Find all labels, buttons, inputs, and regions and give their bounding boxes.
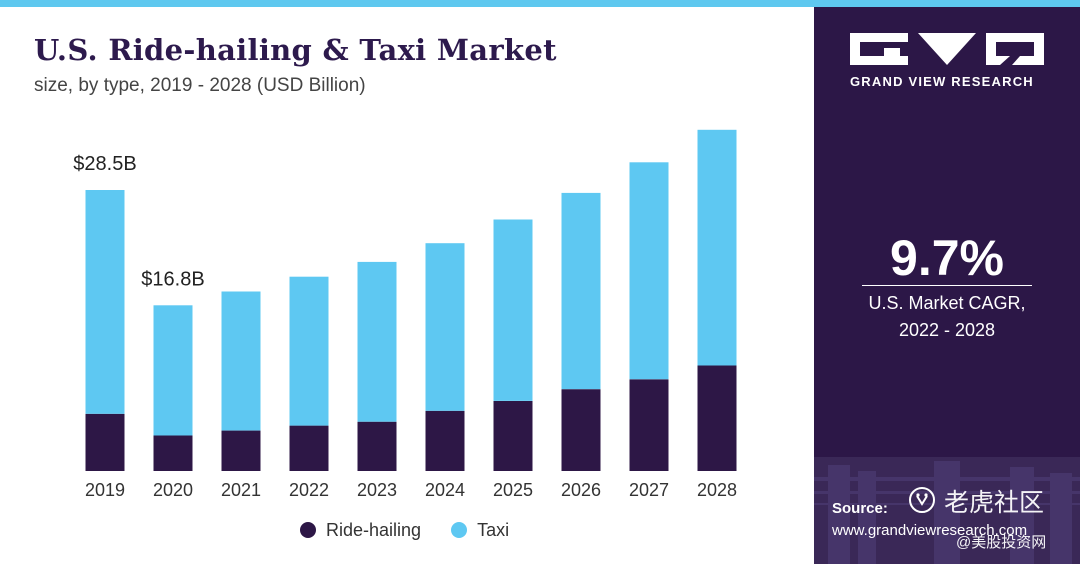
watermark-text: 老虎社区: [944, 489, 1045, 517]
x-tick-2023: 2023: [357, 480, 397, 500]
bar-ride-hailing-2021: [221, 430, 261, 471]
bar-taxi-2027: [629, 162, 669, 380]
cagr-value: 9.7%: [890, 230, 1004, 286]
bar-taxi-2028: [697, 129, 737, 366]
data-label-2019: $28.5B: [73, 153, 136, 175]
sidebar-panel: GRAND VIEW RESEARCH 9.7% U.S. Market CAG…: [814, 7, 1080, 564]
x-tick-2026: 2026: [561, 480, 601, 500]
legend-item-ride-hailing: Ride-hailing: [300, 520, 421, 541]
bar-ride-hailing-2022: [289, 425, 329, 471]
bar-ride-hailing-2023: [357, 421, 397, 471]
x-tick-2022: 2022: [289, 480, 329, 500]
x-tick-2027: 2027: [629, 480, 669, 500]
watermark: 老虎社区 @美股投资网: [904, 481, 1074, 561]
bar-taxi-2023: [357, 261, 397, 422]
legend-label-ride-hailing: Ride-hailing: [326, 519, 422, 540]
grand-view-research-logo: [850, 33, 1044, 65]
source-band: [814, 457, 1080, 564]
bar-taxi-2020: [153, 305, 193, 436]
bar-ride-hailing-2027: [629, 379, 669, 471]
bar-ride-hailing-2026: [561, 389, 601, 471]
chart-title: U.S. Ride-hailing & Taxi Market: [34, 33, 557, 67]
x-tick-2024: 2024: [425, 480, 465, 500]
stacked-bar-chart: 2019 2020 2021 2022 2023 2024 2025 2026 2027 2028…: [73, 129, 737, 500]
x-tick-2019: 2019: [85, 480, 125, 500]
x-tick-2020: 2020: [153, 480, 193, 500]
bar-taxi-2022: [289, 276, 329, 426]
bar-ride-hailing-2019: [85, 413, 125, 471]
legend-swatch-ride-hailing: [300, 522, 316, 538]
watermark-subtext: @美股投资网: [956, 534, 1047, 551]
data-label-2020: $16.8B: [141, 268, 204, 290]
source-url[interactable]: www.grandviewresearch.com: [832, 522, 1028, 539]
cagr-label-line-1: U.S. Market CAGR,: [868, 293, 1026, 313]
legend-item-taxi: Taxi: [451, 520, 509, 541]
x-tick-2028: 2028: [697, 480, 737, 500]
bar-taxi-2021: [221, 291, 261, 431]
bar-taxi-2024: [425, 243, 465, 411]
x-tick-2025: 2025: [493, 480, 533, 500]
bar-taxi-2026: [561, 192, 601, 390]
cagr-label: U.S. Market CAGR, 2022 - 2028: [814, 290, 1080, 344]
source-label: Source:: [832, 500, 888, 517]
bar-ride-hailing-2028: [697, 365, 737, 471]
legend-label-taxi: Taxi: [477, 519, 510, 540]
cagr-divider: [862, 285, 1032, 286]
chart-legend: Ride-hailing Taxi: [300, 517, 539, 543]
bar-ride-hailing-2025: [493, 401, 533, 471]
legend-swatch-taxi: [451, 522, 468, 538]
logo-wordmark: GRAND VIEW RESEARCH: [850, 74, 1034, 89]
top-accent-strip: [0, 0, 1080, 7]
bar-taxi-2025: [493, 219, 533, 401]
bar-taxi-2019: [85, 190, 125, 414]
city-skyline-graphic: [814, 461, 1080, 564]
chart-panel: U.S. Ride-hailing & Taxi Market size, by…: [0, 7, 814, 564]
tiger-logo-icon: [909, 487, 935, 513]
chart-subtitle: size, by type, 2019 - 2028 (USD Billion): [34, 75, 366, 96]
bar-ride-hailing-2024: [425, 410, 465, 471]
x-tick-2021: 2021: [221, 480, 261, 500]
cagr-label-line-2: 2022 - 2028: [898, 320, 996, 340]
bar-ride-hailing-2020: [153, 435, 193, 471]
